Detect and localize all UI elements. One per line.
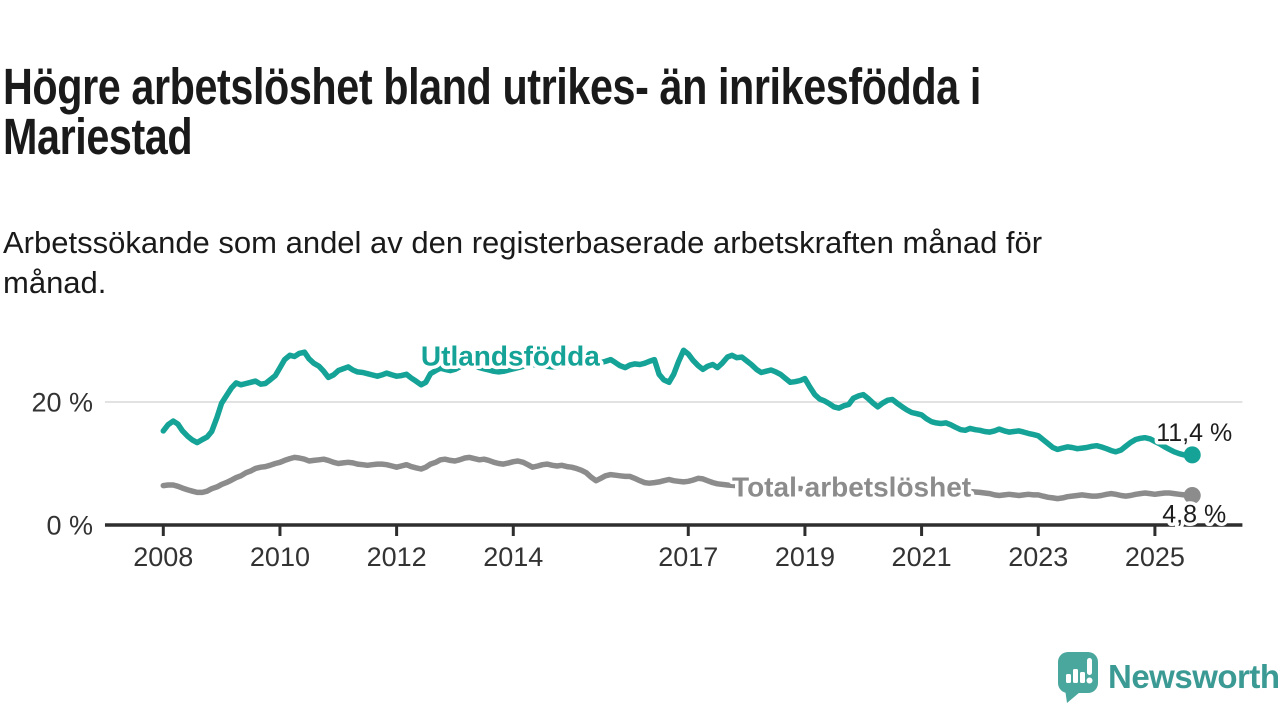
x-axis-tick-label: 2019	[775, 542, 835, 572]
x-axis-tick-label: 2010	[250, 542, 310, 572]
x-axis-tick-label: 2025	[1125, 542, 1185, 572]
utlandsf-dda-end-dot	[1183, 446, 1201, 464]
subtitle-line-2: månad.	[3, 265, 107, 300]
total-arbetsl-shet-line	[160, 454, 1195, 502]
logo-bar-1	[1066, 674, 1071, 683]
utlandsf-dda-end-value: 11,4 %	[1156, 419, 1232, 447]
total-arbetsl-shet-series-label: Total arbetslöshet	[732, 471, 971, 502]
page-title: Högre arbetslöshet bland utrikes- än inr…	[3, 58, 981, 166]
y-axis-label: 0 %	[46, 511, 93, 541]
logo-exclamation-bar	[1087, 658, 1092, 675]
newsworthy-speech-bubble-barchart-icon	[1058, 652, 1098, 703]
x-axis-tick-label: 2023	[1008, 542, 1068, 572]
x-axis-tick-label: 2014	[483, 542, 543, 572]
subtitle-line-1: Arbetssökande som andel av den registerb…	[3, 225, 1043, 260]
total-arbetsl-shet-end-dot	[1183, 486, 1201, 504]
title-line-2: Mariestad	[3, 108, 193, 166]
x-axis-tick-label: 2012	[367, 542, 427, 572]
x-axis-tick-label: 2017	[658, 542, 718, 572]
x-axis-tick-label: 2021	[892, 542, 952, 572]
newsworthy-logo: Newsworthy	[1058, 652, 1280, 703]
total-arbetsl-shet-end-value: 4,8 %	[1162, 500, 1226, 528]
utlandsf-dda-series-label: Utlandsfödda	[421, 340, 600, 371]
y-axis-label: 20 %	[31, 388, 93, 418]
logo-wordmark: Newsworthy	[1108, 658, 1280, 695]
chart-subtitle: Arbetssökande som andel av den registerb…	[3, 223, 1042, 303]
title-line-1: Högre arbetslöshet bland utrikes- än inr…	[3, 58, 981, 116]
utlandsf-dda-line	[160, 347, 1195, 459]
logo-bar-3	[1080, 672, 1085, 683]
x-axis-tick-label: 2008	[133, 542, 193, 572]
logo-bar-2	[1073, 669, 1078, 683]
logo-exclamation-dot	[1086, 677, 1093, 684]
